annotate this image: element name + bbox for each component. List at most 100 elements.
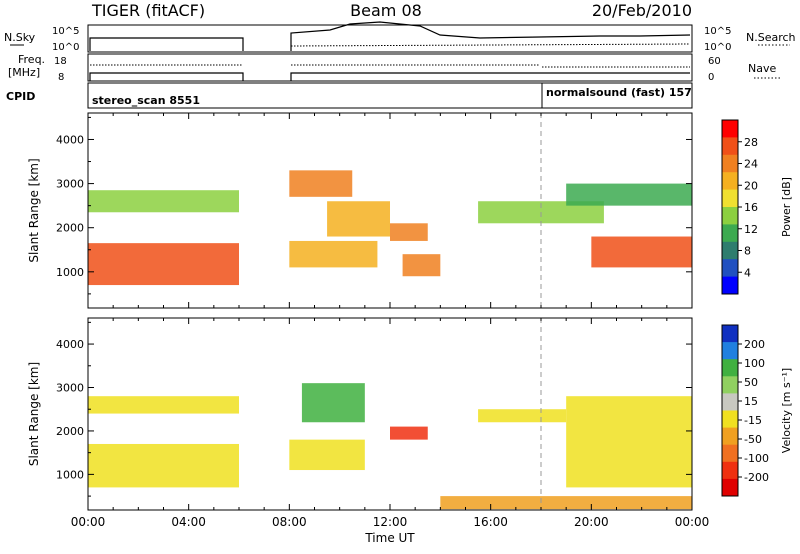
velocity-colorbar-swatch-1 — [722, 342, 738, 360]
velocity-xtick-label-2: 08:00 — [272, 515, 307, 529]
velocity-xtick-label-5: 20:00 — [574, 515, 609, 529]
freq-panel: Freq. [MHz] 18 8 60 0 Nave — [8, 53, 780, 83]
nsky-trace — [89, 21, 691, 51]
power-colorbar-swatch-8 — [722, 259, 738, 278]
velocity-colorbar-label-3: 15 — [744, 395, 758, 408]
power-band-8 — [566, 183, 692, 206]
velocity-colorbar-swatch-7 — [722, 444, 738, 463]
nave-tick-bottom: 0 — [708, 72, 714, 83]
power-colorbar-label-0: 28 — [744, 136, 758, 149]
power-colorbar-label-1: 24 — [744, 158, 758, 171]
velocity-band-7 — [440, 496, 692, 510]
power-band-9 — [591, 236, 692, 268]
freq-tick-bottom: 8 — [58, 72, 64, 83]
power-ytick-label-2: 3000 — [56, 178, 84, 191]
cpid-label: CPID — [6, 90, 35, 103]
velocity-colorbar-swatch-0 — [722, 325, 738, 343]
nsky-label: N.Sky — [4, 31, 36, 44]
power-band-3 — [289, 170, 353, 197]
velocity-colorbar-swatch-4 — [722, 393, 738, 411]
velocity-colorbar-label-2: 50 — [744, 376, 758, 389]
velocity-panel: 1000 2000 3000 4000 00:00 04:00 08:00 12:00 16:0… — [27, 317, 793, 545]
nsearch-label: N.Search — [746, 31, 796, 44]
velocity-band-1 — [88, 396, 239, 414]
velocity-ytick-label-1: 2000 — [56, 425, 84, 438]
power-colorbar-label-2: 20 — [744, 179, 758, 192]
velocity-colorbar-swatch-8 — [722, 461, 738, 480]
power-colorbar-swatch-6 — [722, 224, 738, 243]
velocity-band-6 — [566, 396, 692, 488]
nave-tick-top: 60 — [708, 56, 721, 67]
velocity-band-0 — [88, 443, 239, 488]
velocity-colorbar-label-1: 100 — [744, 357, 765, 370]
velocity-ytick-label-3: 4000 — [56, 338, 84, 351]
velocity-colorbar-title: Velocity [m s⁻¹] — [780, 368, 793, 453]
power-ytick-label-0: 1000 — [56, 266, 84, 279]
beam-label: Beam 08 — [350, 1, 422, 20]
power-colorbar-swatch-1 — [722, 137, 738, 156]
nave-label: Nave — [748, 62, 776, 75]
power-colorbar-title: Power [dB] — [780, 177, 793, 237]
velocity-colorbar-swatch-9 — [722, 478, 738, 497]
power-band-6 — [402, 254, 441, 277]
power-colorbar-label-6: 4 — [744, 266, 751, 279]
nave-trace — [90, 64, 690, 68]
velocity-band-5 — [478, 409, 567, 423]
power-colorbar-swatch-9 — [722, 276, 738, 295]
freq-tick-top: 18 — [54, 56, 67, 67]
velocity-ytick-label-0: 1000 — [56, 468, 84, 481]
power-band-1 — [88, 190, 239, 213]
power-colorbar-swatch-4 — [722, 189, 738, 208]
power-colorbar-label-4: 12 — [744, 223, 758, 236]
velocity-colorbar-swatch-3 — [722, 376, 738, 394]
velocity-ytick-label-2: 3000 — [56, 382, 84, 395]
freq-label-1: Freq. — [18, 53, 45, 66]
velocity-band-4 — [390, 426, 428, 440]
velocity-colorbar-swatch-5 — [722, 410, 738, 429]
velocity-xtick-label-1: 04:00 — [171, 515, 206, 529]
velocity-xtick-label-4: 16:00 — [473, 515, 508, 529]
cpid-normalsound: normalsound (fast) 157 — [546, 86, 692, 99]
velocity-colorbar-frame — [721, 324, 739, 497]
power-band-4 — [327, 201, 390, 237]
date-label: 20/Feb/2010 — [592, 1, 692, 20]
radar-title: TIGER (fitACF) — [91, 1, 205, 20]
cpid-panel: CPID stereo_scan 8551 normalsound (fast)… — [6, 82, 693, 109]
nsky-tick-top: 10^5 — [52, 26, 79, 37]
velocity-colorbar-label-5: -50 — [744, 433, 762, 446]
velocity-xtick-label-6: 00:00 — [675, 515, 710, 529]
power-colorbar-swatch-3 — [722, 172, 738, 191]
power-colorbar-swatch-0 — [722, 120, 738, 138]
velocity-xlabel: Time UT — [364, 531, 415, 545]
nsky-tick-bottom-right: 10^0 — [704, 42, 731, 53]
velocity-band-2 — [289, 439, 365, 471]
freq-label-2: [MHz] — [8, 66, 40, 79]
power-band-5 — [390, 223, 428, 241]
nsky-panel: N.Sky 10^5 10^0 10^5 10^0 N.Search — [4, 21, 796, 53]
velocity-colorbar-label-0: 200 — [744, 338, 765, 351]
power-ytick-label-1: 2000 — [56, 222, 84, 235]
power-colorbar-swatch-7 — [722, 241, 738, 260]
power-panel: 1000 2000 3000 4000 Slant Range [km] 28 24 20 16… — [27, 112, 793, 309]
velocity-colorbar-swatch-6 — [722, 427, 738, 446]
freq-trace — [89, 72, 690, 81]
velocity-colorbar-swatch-2 — [722, 359, 738, 377]
velocity-colorbar-label-6: -100 — [744, 452, 769, 465]
velocity-colorbar-label-4: -15 — [744, 414, 762, 427]
power-colorbar-label-5: 8 — [744, 245, 751, 258]
nsky-tick-top-right: 10^5 — [704, 26, 731, 37]
power-colorbar-swatch-5 — [722, 207, 738, 225]
velocity-band-3 — [301, 383, 365, 423]
velocity-colorbar-label-7: -200 — [744, 471, 769, 484]
power-band-0 — [88, 243, 239, 286]
velocity-xtick-label-3: 12:00 — [373, 515, 408, 529]
velocity-ylabel: Slant Range [km] — [27, 362, 41, 466]
velocity-xtick-label-0: 00:00 — [71, 515, 106, 529]
power-colorbar-swatch-2 — [722, 154, 738, 173]
nsearch-trace — [290, 43, 691, 47]
cpid-stereo: stereo_scan 8551 — [92, 94, 200, 107]
power-band-2 — [289, 240, 378, 268]
power-ytick-label-3: 4000 — [56, 133, 84, 146]
nsky-tick-bottom: 10^0 — [52, 42, 79, 53]
